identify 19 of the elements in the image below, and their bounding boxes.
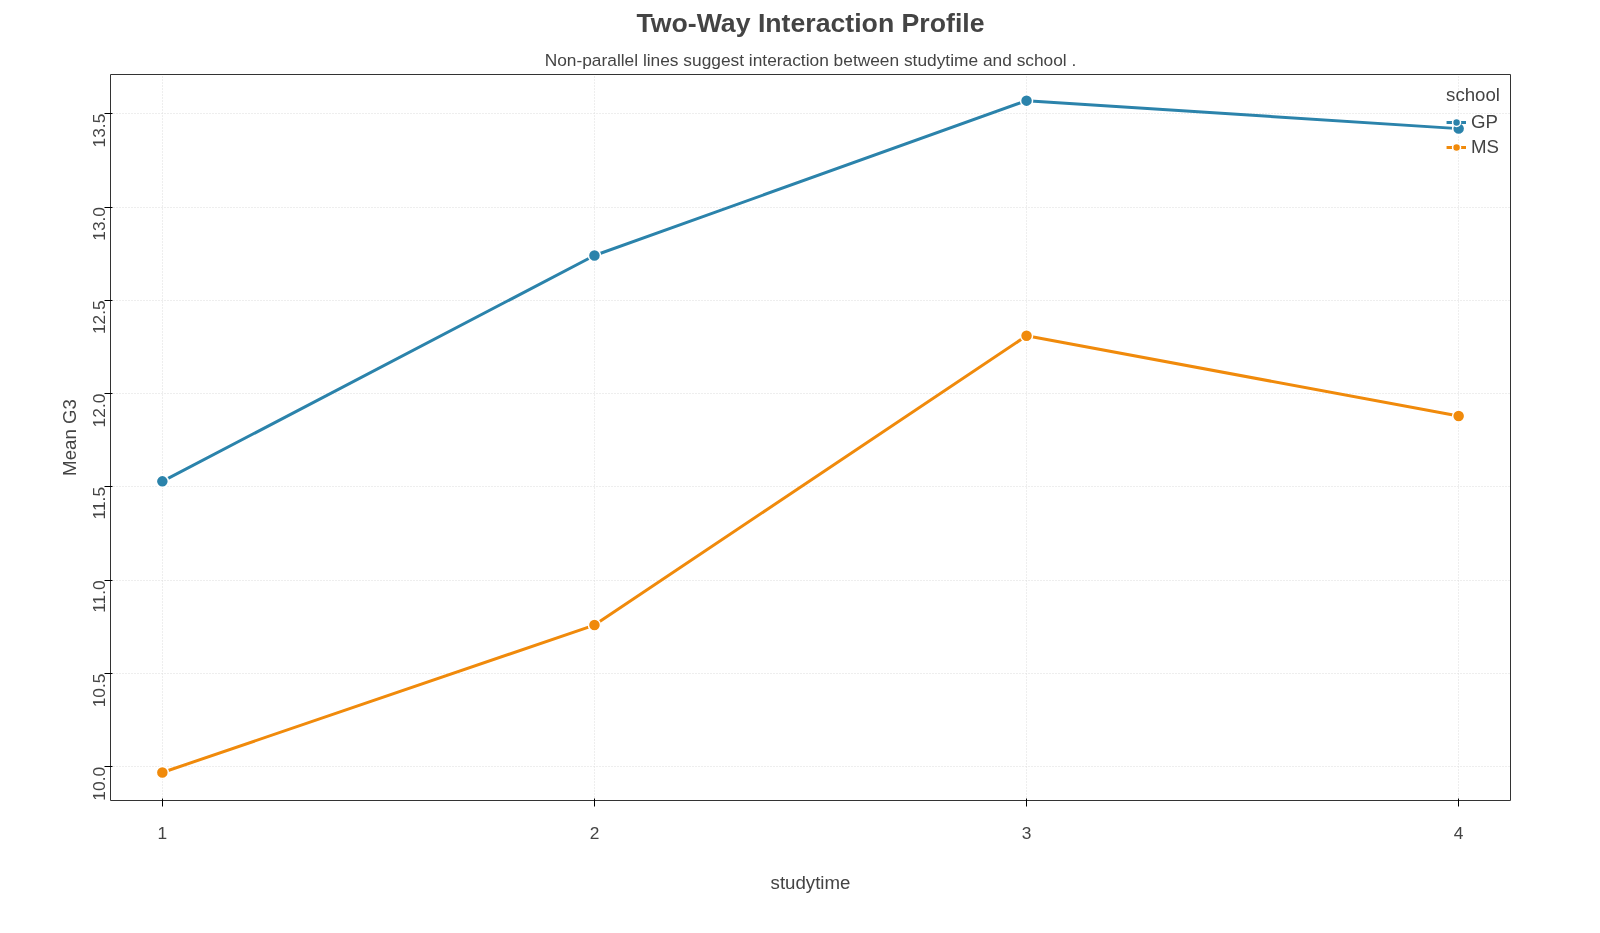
y-tick-label: 13.5 — [89, 113, 110, 148]
y-tick-label: 11.0 — [89, 580, 110, 613]
y-tick-label: 10.0 — [89, 766, 110, 801]
legend-label: GP — [1471, 111, 1499, 133]
x-tick-label: 2 — [589, 822, 600, 843]
y-axis-title: Mean G3 — [58, 399, 80, 476]
y-tick-label: 11.5 — [89, 486, 110, 520]
x-tick-label: 4 — [1453, 822, 1464, 843]
x-axis-title: studytime — [770, 871, 851, 893]
y-tick-label: 12.0 — [89, 393, 110, 428]
y-tick-label: 10.5 — [89, 673, 110, 708]
chart-subtitle: Non-parallel lines suggest interaction between studytime and school . — [544, 49, 1077, 70]
legend-title: school — [1446, 84, 1500, 106]
x-tick-label: 1 — [157, 822, 168, 843]
legend-label: MS — [1471, 136, 1500, 158]
y-tick-label: 12.5 — [89, 300, 110, 335]
y-tick-label: 13.0 — [89, 207, 110, 241]
x-tick-label: 3 — [1021, 822, 1032, 843]
chart-title: Two-Way Interaction Profile — [636, 7, 985, 38]
